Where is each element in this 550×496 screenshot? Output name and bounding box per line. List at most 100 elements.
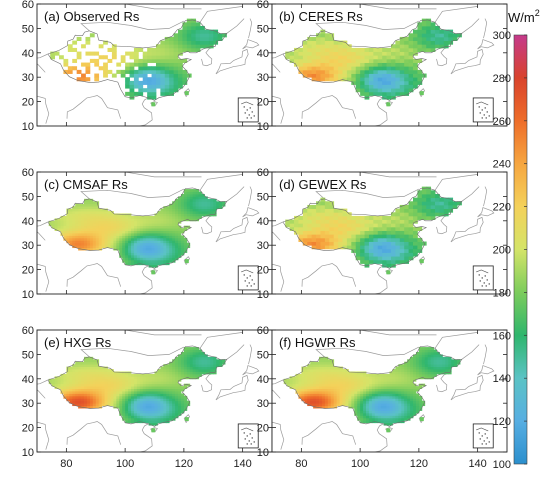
rs-cell: [75, 403, 79, 407]
rs-cell: [380, 408, 385, 411]
rs-cell: [142, 58, 148, 63]
rs-cell: [404, 405, 408, 409]
rs-cell: [107, 223, 111, 227]
inset-island: [484, 433, 486, 435]
rs-cell: [368, 219, 374, 224]
rs-cell: [169, 376, 173, 380]
rs-cell: [160, 211, 164, 214]
rs-cell: [173, 69, 179, 74]
y-tick-label: 10: [22, 289, 34, 301]
rs-cell: [302, 223, 308, 228]
rs-cell: [180, 393, 185, 397]
rs-cell: [157, 371, 161, 375]
rs-cell: [178, 213, 182, 217]
rs-cell: [333, 55, 339, 60]
rs-cell: [169, 391, 173, 394]
rs-cell: [357, 376, 361, 380]
rs-cell: [186, 356, 191, 360]
rs-cell: [213, 203, 217, 207]
rs-cell: [101, 228, 105, 231]
rs-cell: [178, 245, 182, 249]
rs-cell: [148, 400, 152, 404]
inset-island: [481, 117, 483, 119]
rs-cell: [354, 398, 358, 402]
rs-cell: [321, 366, 326, 370]
rs-cell: [125, 230, 129, 234]
rs-cell: [320, 245, 326, 250]
rs-cell: [92, 383, 97, 387]
rs-cell: [69, 235, 73, 239]
rs-cell: [192, 203, 197, 207]
rs-cell: [363, 420, 367, 424]
rs-cell: [195, 47, 201, 52]
rs-cell: [310, 400, 314, 404]
rs-cell: [138, 88, 144, 93]
rs-cell: [395, 388, 399, 392]
rs-cell: [377, 405, 382, 409]
rs-cell: [360, 91, 365, 96]
rs-cell: [292, 383, 296, 387]
rs-cell: [116, 228, 120, 231]
rs-cell: [346, 73, 352, 78]
rs-cell: [417, 69, 423, 74]
rs-cell: [154, 417, 158, 421]
rs-cell: [160, 257, 164, 261]
rs-cell: [180, 213, 185, 217]
rs-cell: [321, 376, 326, 380]
rs-cell: [69, 218, 73, 222]
rs-cell: [395, 234, 401, 239]
rs-cell: [389, 376, 393, 380]
rs-cell: [371, 405, 376, 409]
rs-cell: [374, 408, 379, 411]
island-cell: [151, 270, 156, 275]
rs-cell: [355, 88, 361, 93]
rs-cell: [169, 208, 173, 212]
rs-cell: [338, 77, 343, 82]
rs-cell: [302, 241, 308, 246]
rs-cell: [81, 364, 85, 367]
rs-cell: [401, 381, 405, 385]
rs-cell: [377, 230, 383, 235]
rs-cell: [311, 40, 317, 45]
rs-cell: [404, 373, 408, 377]
rs-cell: [98, 376, 103, 380]
rs-cell: [418, 347, 423, 350]
rs-cell: [72, 66, 78, 71]
rs-cell: [173, 88, 179, 93]
rs-cell: [104, 400, 108, 404]
rs-cell: [311, 77, 317, 82]
rs-cell: [407, 393, 411, 397]
rs-cell: [85, 36, 91, 41]
rs-cell: [72, 388, 76, 392]
rs-cell: [192, 349, 197, 353]
rs-cell: [151, 215, 155, 219]
rs-cell: [95, 386, 100, 389]
rs-cell: [443, 36, 449, 41]
rs-cell: [92, 391, 97, 394]
rs-cell: [436, 366, 440, 370]
rs-cell: [151, 247, 155, 251]
rs-cell: [435, 197, 440, 202]
rs-cell: [131, 420, 135, 424]
rs-cell: [78, 213, 82, 217]
inset-island: [246, 277, 248, 279]
rs-cell: [302, 51, 308, 56]
rs-cell: [457, 201, 462, 206]
rs-cell: [427, 366, 432, 370]
rs-cell: [60, 223, 64, 227]
rs-cell: [192, 218, 197, 222]
rs-cell: [371, 415, 376, 419]
inset-island: [251, 111, 253, 113]
rs-cell: [186, 373, 191, 377]
rs-cell: [319, 398, 323, 402]
rs-cell: [201, 213, 205, 217]
rs-cell: [390, 84, 396, 89]
rs-cell: [448, 366, 452, 370]
rs-cell: [366, 410, 370, 414]
rs-cell: [69, 395, 73, 399]
rs-cell: [92, 230, 97, 234]
rs-cell: [98, 220, 103, 224]
rs-cell: [122, 220, 126, 224]
rs-cell: [324, 73, 330, 78]
rs-cell: [54, 220, 58, 224]
